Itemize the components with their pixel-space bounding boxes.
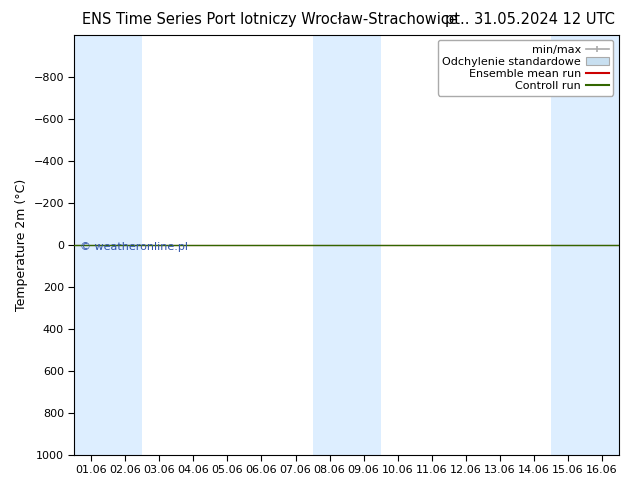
Y-axis label: Temperature 2m (°C): Temperature 2m (°C) [15, 178, 28, 311]
Text: ENS Time Series Port lotniczy Wrocław-Strachowice: ENS Time Series Port lotniczy Wrocław-St… [82, 12, 458, 27]
Bar [347, 35, 380, 455]
Bar [313, 35, 347, 455]
Bar [550, 35, 585, 455]
Bar [108, 35, 143, 455]
Bar [74, 35, 108, 455]
Text: pt.. 31.05.2024 12 UTC: pt.. 31.05.2024 12 UTC [445, 12, 615, 27]
Legend: min/max, Odchylenie standardowe, Ensemble mean run, Controll run: min/max, Odchylenie standardowe, Ensembl… [437, 40, 613, 96]
Text: © weatheronline.pl: © weatheronline.pl [80, 243, 188, 252]
Bar [585, 35, 619, 455]
